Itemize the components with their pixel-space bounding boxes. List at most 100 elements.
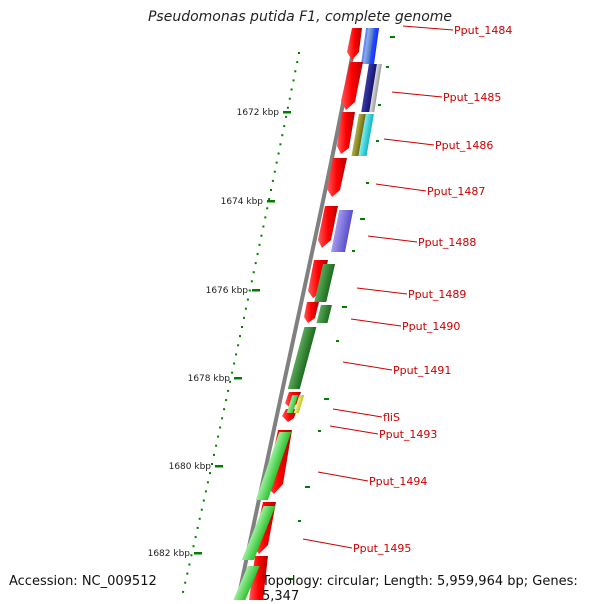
tick-mark xyxy=(194,552,202,555)
scale-dot xyxy=(209,472,211,475)
scale-dot xyxy=(286,106,289,109)
cds-arrow xyxy=(318,206,338,248)
feature-block-green xyxy=(286,395,299,413)
leader-line xyxy=(332,408,383,418)
leader-line xyxy=(329,425,379,435)
tick-mark xyxy=(283,111,291,114)
scale-dot xyxy=(225,399,228,402)
scale-dot xyxy=(296,61,299,64)
scale-dot xyxy=(202,499,205,502)
scale-dot xyxy=(227,389,230,392)
scale-dot xyxy=(219,426,222,429)
leader-line xyxy=(391,91,443,98)
scale-dot xyxy=(241,326,243,328)
scale-dot xyxy=(266,207,269,210)
scale-dot xyxy=(244,307,247,310)
gene-label[interactable]: Pput_1484 xyxy=(454,24,512,37)
scale-dot xyxy=(298,52,300,54)
scale-dot xyxy=(231,371,234,374)
gene-label[interactable]: Pput_1485 xyxy=(443,91,501,104)
scale-dot xyxy=(192,545,195,548)
feature-block-green xyxy=(255,432,292,500)
leader-line xyxy=(375,183,427,192)
feature-block-olive xyxy=(351,114,366,156)
scale-dot xyxy=(248,289,251,292)
tick-mark xyxy=(252,289,260,292)
inner-track-marks xyxy=(288,36,395,580)
scale-dot xyxy=(239,335,241,338)
scale-dot xyxy=(217,435,220,438)
feature-track xyxy=(233,28,382,600)
scale-dot xyxy=(235,353,238,356)
scale-dot xyxy=(213,453,215,456)
scale-dot xyxy=(233,362,236,365)
scale-dot xyxy=(206,481,209,484)
scale-dot xyxy=(221,417,224,420)
scale-dot xyxy=(275,161,278,164)
leader-line xyxy=(342,361,393,371)
scale-dot xyxy=(186,572,189,575)
scale-dot xyxy=(256,252,259,255)
scale-dot xyxy=(190,554,193,557)
cds-arrow xyxy=(337,112,355,154)
tick-mark xyxy=(234,377,242,380)
scale-dot xyxy=(260,234,263,237)
scale-dot xyxy=(215,444,218,447)
scale-dot xyxy=(196,526,199,529)
scale-dot xyxy=(200,508,203,511)
scale-dot xyxy=(270,189,272,191)
scale-dot xyxy=(182,590,185,593)
feature-block-green xyxy=(233,566,260,600)
leader-line xyxy=(383,138,435,146)
scale-dot xyxy=(288,97,291,100)
scale-dot xyxy=(290,88,293,91)
scale-dot xyxy=(252,271,255,274)
tick-mark xyxy=(215,465,223,468)
cds-arrow xyxy=(282,409,297,422)
scale-dot xyxy=(294,70,297,73)
leader-line xyxy=(317,471,369,482)
scale-dot xyxy=(292,79,295,82)
tick-label: 1678 kbp xyxy=(188,374,231,384)
scale-dot xyxy=(246,298,249,301)
tick-label: 1676 kbp xyxy=(206,286,249,296)
genome-title: Pseudomonas putida F1, complete genome xyxy=(147,9,453,25)
feature-block-steel xyxy=(363,28,375,64)
scale-dot xyxy=(243,316,245,319)
feature-block-purple xyxy=(331,210,354,252)
gene-label[interactable]: Pput_1495 xyxy=(353,542,411,555)
cds-arrow xyxy=(347,28,362,60)
gene-label[interactable]: Pput_1494 xyxy=(369,475,427,488)
gene-label[interactable]: Pput_1493 xyxy=(379,428,437,441)
leader-line xyxy=(367,235,418,243)
accession-label: Accession: NC_009512 xyxy=(9,574,157,589)
feature-block-dkgreen xyxy=(316,305,332,323)
scale-dot xyxy=(273,170,276,173)
scale-dot xyxy=(229,380,232,383)
gene-label[interactable]: Pput_1488 xyxy=(418,236,476,249)
cds-arrow xyxy=(341,62,363,110)
scale-dot xyxy=(271,179,274,182)
leader-line xyxy=(402,25,454,31)
gene-labels: Pput_1484 Pput_1485 Pput_1486 Pput_1487 Pput… xyxy=(302,24,512,555)
gene-label[interactable]: Pput_1489 xyxy=(408,288,466,301)
tick-label: 1674 kbp xyxy=(221,197,264,207)
tick-label: 1682 kbp xyxy=(148,549,191,559)
scale-dot xyxy=(277,152,280,155)
leader-line xyxy=(302,538,353,549)
feature-block-yellow xyxy=(293,395,305,413)
gene-label[interactable]: Pput_1487 xyxy=(427,185,485,198)
gene-label[interactable]: Pput_1491 xyxy=(393,364,451,377)
scale-dot xyxy=(262,225,265,228)
scale-dot xyxy=(268,198,271,201)
scale-dot xyxy=(281,134,284,137)
gene-label[interactable]: Pput_1486 xyxy=(435,139,493,152)
scale-dot xyxy=(198,517,201,520)
gene-label[interactable]: Pput_1490 xyxy=(402,320,460,333)
leader-line xyxy=(350,318,402,327)
gene-label[interactable]: fliS xyxy=(383,411,400,424)
scale-dot xyxy=(204,490,207,493)
feature-block-dkgreen xyxy=(314,264,336,302)
scale-dot xyxy=(264,216,267,219)
